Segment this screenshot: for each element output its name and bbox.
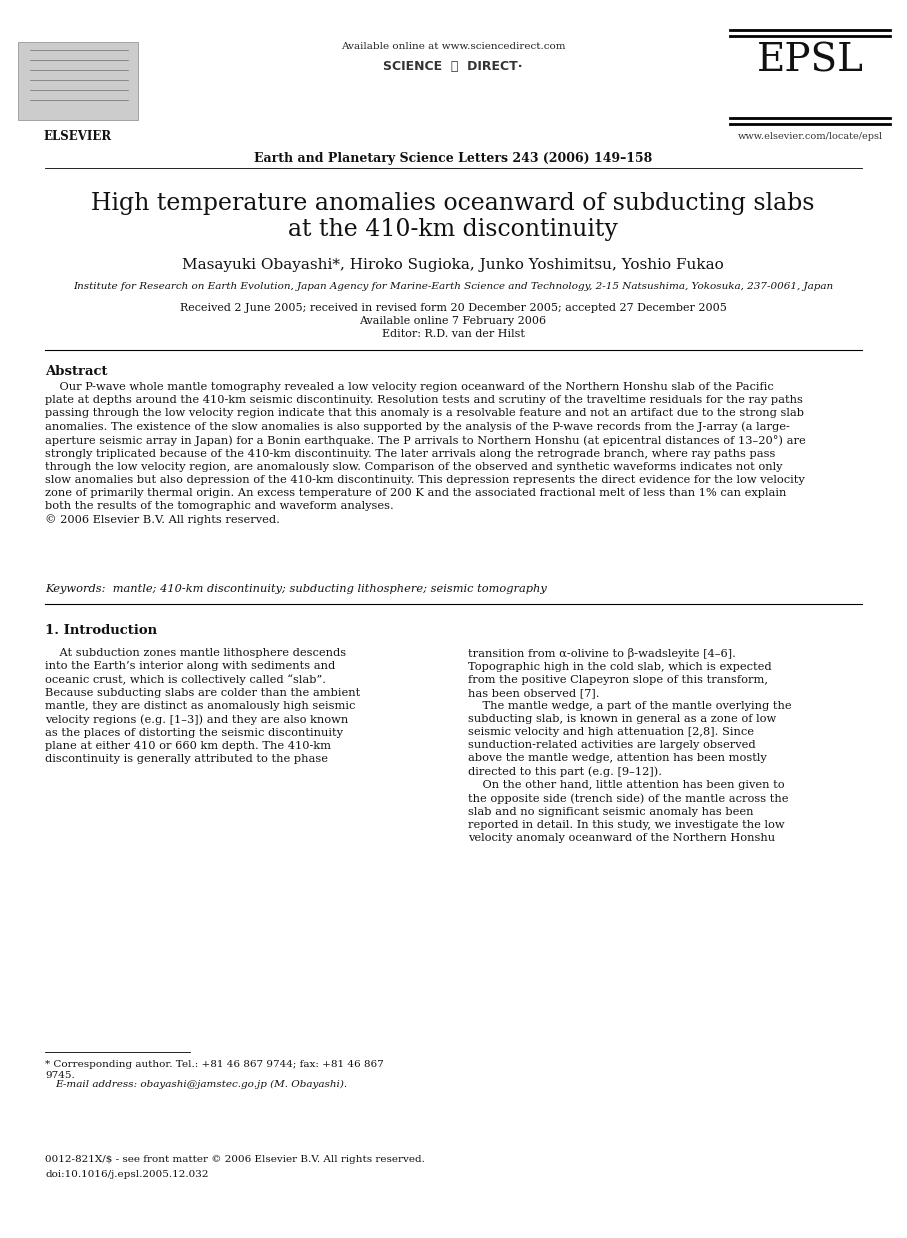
Text: 0012-821X/$ - see front matter © 2006 Elsevier B.V. All rights reserved.: 0012-821X/$ - see front matter © 2006 El…	[45, 1155, 424, 1164]
Text: Earth and Planetary Science Letters 243 (2006) 149–158: Earth and Planetary Science Letters 243 …	[254, 152, 652, 165]
Text: Keywords:  mantle; 410-km discontinuity; subducting lithosphere; seismic tomogra: Keywords: mantle; 410-km discontinuity; …	[45, 584, 547, 594]
Text: doi:10.1016/j.epsl.2005.12.032: doi:10.1016/j.epsl.2005.12.032	[45, 1170, 209, 1179]
Text: ELSEVIER: ELSEVIER	[44, 130, 112, 144]
Text: at the 410-km discontinuity: at the 410-km discontinuity	[288, 218, 618, 241]
Text: www.elsevier.com/locate/epsl: www.elsevier.com/locate/epsl	[737, 132, 883, 141]
Text: * Corresponding author. Tel.: +81 46 867 9744; fax: +81 46 867
9745.: * Corresponding author. Tel.: +81 46 867…	[45, 1060, 384, 1080]
Text: Received 2 June 2005; received in revised form 20 December 2005; accepted 27 Dec: Received 2 June 2005; received in revise…	[180, 303, 727, 313]
Text: Available online at www.sciencedirect.com: Available online at www.sciencedirect.co…	[341, 42, 565, 51]
Text: Our P-wave whole mantle tomography revealed a low velocity region oceanward of t: Our P-wave whole mantle tomography revea…	[45, 383, 805, 525]
Text: E-mail address: obayashi@jamstec.go.jp (M. Obayashi).: E-mail address: obayashi@jamstec.go.jp (…	[55, 1080, 347, 1089]
Text: Available online 7 February 2006: Available online 7 February 2006	[359, 316, 547, 326]
Text: 1. Introduction: 1. Introduction	[45, 624, 157, 638]
Text: Institute for Research on Earth Evolution, Japan Agency for Marine-Earth Science: Institute for Research on Earth Evolutio…	[73, 282, 833, 291]
Text: Masayuki Obayashi*, Hiroko Sugioka, Junko Yoshimitsu, Yoshio Fukao: Masayuki Obayashi*, Hiroko Sugioka, Junk…	[182, 258, 724, 272]
Text: Abstract: Abstract	[45, 365, 108, 378]
Text: At subduction zones mantle lithosphere descends
into the Earth’s interior along : At subduction zones mantle lithosphere d…	[45, 647, 360, 764]
Text: High temperature anomalies oceanward of subducting slabs: High temperature anomalies oceanward of …	[92, 192, 814, 215]
Text: SCIENCE  ⓐ  DIRECT·: SCIENCE ⓐ DIRECT·	[384, 59, 522, 73]
FancyBboxPatch shape	[18, 42, 138, 120]
Text: EPSL: EPSL	[756, 42, 863, 79]
Text: transition from α-olivine to β-wadsleyite [4–6].
Topographic high in the cold sl: transition from α-olivine to β-wadsleyit…	[468, 647, 792, 843]
Text: Editor: R.D. van der Hilst: Editor: R.D. van der Hilst	[382, 329, 524, 339]
